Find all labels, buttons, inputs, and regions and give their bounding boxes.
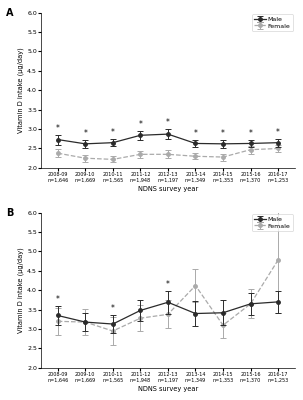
Text: *: * [166, 280, 170, 289]
Text: *: * [221, 129, 225, 138]
Text: *: * [138, 120, 142, 129]
Text: *: * [111, 128, 115, 137]
Text: *: * [111, 304, 115, 313]
X-axis label: NDNS survey year: NDNS survey year [138, 186, 198, 192]
Text: *: * [56, 295, 60, 304]
X-axis label: NDNS survey year: NDNS survey year [138, 386, 198, 392]
Y-axis label: Vitamin D intake (μg/day): Vitamin D intake (μg/day) [18, 247, 24, 333]
Y-axis label: Vitamin D intake (μg/day): Vitamin D intake (μg/day) [18, 47, 24, 133]
Legend: Male, Female: Male, Female [252, 214, 293, 231]
Text: *: * [249, 129, 252, 138]
Text: A: A [6, 8, 13, 18]
Text: *: * [83, 129, 87, 138]
Text: *: * [276, 128, 280, 137]
Text: *: * [166, 118, 170, 127]
Text: *: * [194, 129, 198, 138]
Text: B: B [6, 208, 13, 218]
Text: *: * [56, 124, 60, 132]
Legend: Male, Female: Male, Female [252, 14, 293, 31]
